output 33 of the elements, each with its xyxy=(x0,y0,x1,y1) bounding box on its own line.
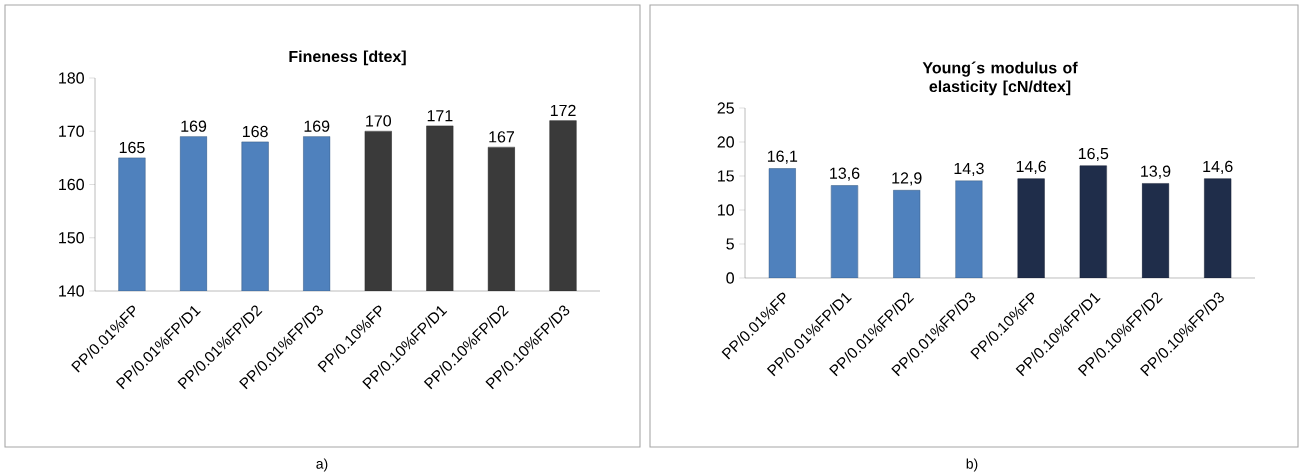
data-label: 12,9 xyxy=(892,172,922,186)
data-label: 168 xyxy=(242,125,268,138)
y-tick-label: 0 xyxy=(726,272,734,284)
y-tick-label: 10 xyxy=(718,204,734,216)
data-label: 169 xyxy=(181,120,207,132)
data-label: 16,5 xyxy=(1078,147,1109,162)
y-tick-label: 170 xyxy=(59,125,84,137)
bar xyxy=(768,168,796,278)
data-label: 13,6 xyxy=(830,167,860,181)
chart-title: Young´s modulus of elasticity [cN/dtex] xyxy=(922,61,1078,96)
text: b) xyxy=(966,458,978,472)
y-tick-label: 15 xyxy=(718,170,734,182)
y-tick-label: 25 xyxy=(717,102,734,114)
data-label: 14,6 xyxy=(1203,160,1233,175)
bar xyxy=(1017,178,1045,278)
y-tick-label: 140 xyxy=(59,285,84,297)
data-label: 169 xyxy=(304,120,330,132)
data-label: 165 xyxy=(119,141,145,154)
data-label: 167 xyxy=(489,131,514,143)
y-tick-label: 150 xyxy=(59,232,84,244)
y-tick-label: 20 xyxy=(717,136,734,148)
data-label: 16,1 xyxy=(767,150,798,164)
data-label: 171 xyxy=(427,110,453,122)
data-label: 172 xyxy=(550,104,576,116)
text: a) xyxy=(316,458,328,472)
chart-title: Fineness [dtex] xyxy=(289,50,406,66)
y-tick-label: 180 xyxy=(59,72,84,84)
y-tick-label: 160 xyxy=(59,178,84,191)
data-label: 14,6 xyxy=(1016,160,1046,175)
data-label: 170 xyxy=(366,115,392,127)
data-label: 14,3 xyxy=(954,162,984,177)
y-tick-label: 5 xyxy=(726,238,734,250)
data-label: 13,9 xyxy=(1141,165,1171,179)
